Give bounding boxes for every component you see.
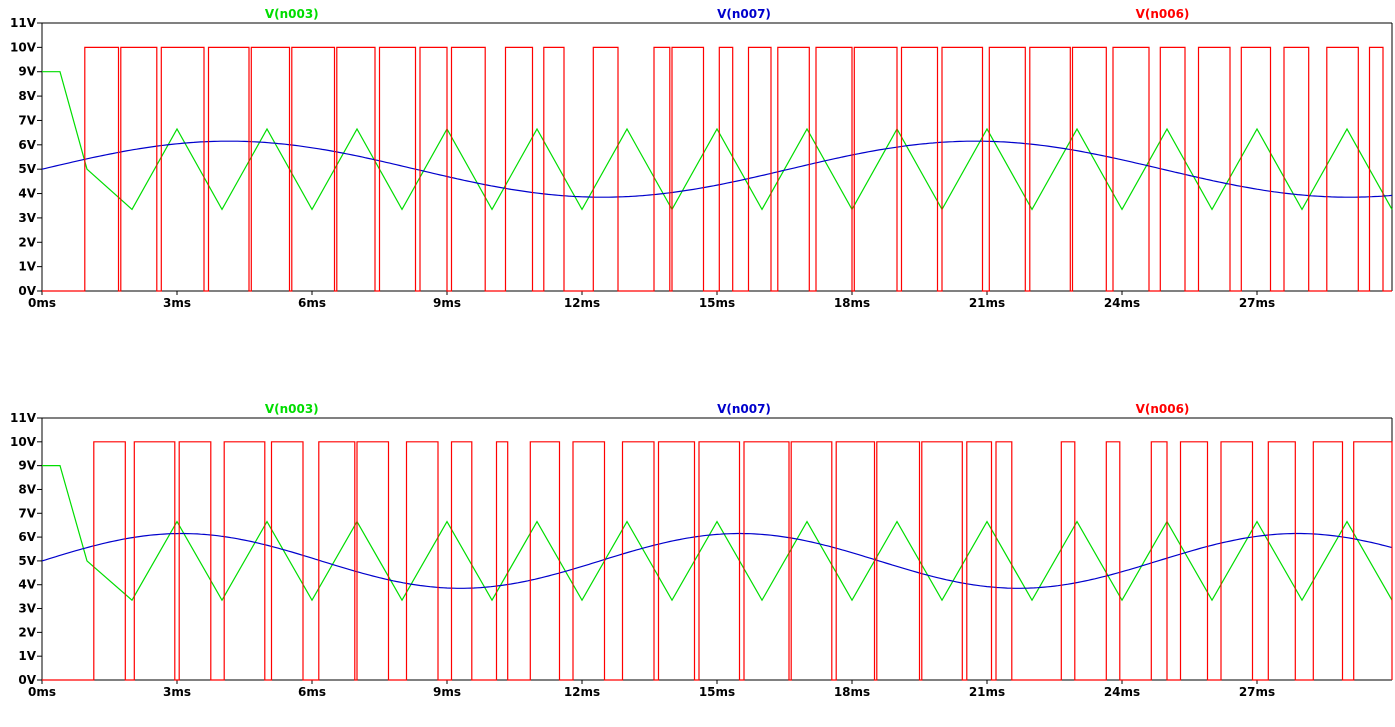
x-tick-label: 9ms <box>433 685 461 699</box>
y-tick-label: 2V <box>18 235 36 249</box>
x-tick-label: 15ms <box>699 296 735 310</box>
x-tick-label: 27ms <box>1239 296 1275 310</box>
series-v-n003-line <box>42 71 1393 211</box>
chart-panel-1: 0V 1V 2V 3V 4V 5V 6V 7V 8V 9V 10V 11V 0ms 3ms 6ms 9ms 12… <box>10 7 1393 310</box>
x-tick-label: 0ms <box>28 685 56 699</box>
y-tick-label: 8V <box>18 89 36 103</box>
x-tick-label: 3ms <box>163 685 191 699</box>
y-tick-label: 0V <box>18 284 36 298</box>
x-tick-label: 3ms <box>163 296 191 310</box>
y-tick-label: 7V <box>18 113 36 127</box>
x-tick-label: 24ms <box>1104 296 1140 310</box>
x-tick-label: 6ms <box>298 296 326 310</box>
x-tick-label: 18ms <box>834 685 870 699</box>
y-tick-label: 11V <box>10 411 37 425</box>
y-tick-label: 3V <box>18 602 36 616</box>
series-v-n007-line <box>41 140 1393 198</box>
y-tick-label: 3V <box>18 211 36 225</box>
y-tick-label: 4V <box>18 187 36 201</box>
x-tick-label: 6ms <box>298 685 326 699</box>
x-tick-label: 12ms <box>564 296 600 310</box>
y-tick-label: 4V <box>18 578 36 592</box>
x-tick-label: 12ms <box>564 685 600 699</box>
legend-entry: V(n003) <box>265 7 319 21</box>
y-tick-label: 1V <box>18 649 36 663</box>
x-tick-label: 27ms <box>1239 685 1275 699</box>
legend-entry: V(n003) <box>265 402 319 416</box>
series-v-n006-line <box>42 46 1392 292</box>
series-v-n003-line <box>42 465 1393 602</box>
y-tick-label: 5V <box>18 162 36 176</box>
legend-entry: V(n007) <box>717 7 771 21</box>
y-tick-label: 11V <box>10 16 37 30</box>
legend-entry: V(n007) <box>717 402 771 416</box>
chart-panel-2: 0V 1V 2V 3V 4V 5V 6V 7V 8V 9V 10V 11V 0ms 3ms 6ms 9ms 12… <box>10 402 1393 699</box>
series-v-n006-line <box>42 441 1393 681</box>
y-tick-label: 6V <box>18 138 36 152</box>
y-tick-label: 9V <box>18 459 36 473</box>
y-tick-label: 8V <box>18 482 36 496</box>
x-tick-label: 0ms <box>28 296 56 310</box>
y-tick-label: 7V <box>18 506 36 520</box>
legend-entry: V(n006) <box>1136 402 1190 416</box>
x-tick-label: 9ms <box>433 296 461 310</box>
x-tick-label: 21ms <box>969 685 1005 699</box>
y-tick-label: 5V <box>18 554 36 568</box>
y-tick-label: 2V <box>18 625 36 639</box>
x-tick-label: 24ms <box>1104 685 1140 699</box>
y-tick-label: 1V <box>18 260 36 274</box>
y-tick-label: 9V <box>18 65 36 79</box>
y-tick-label: 6V <box>18 530 36 544</box>
x-tick-label: 15ms <box>699 685 735 699</box>
y-tick-label: 10V <box>10 435 37 449</box>
y-tick-label: 0V <box>18 673 36 687</box>
y-tick-label: 10V <box>10 40 37 54</box>
x-tick-label: 18ms <box>834 296 870 310</box>
x-tick-label: 21ms <box>969 296 1005 310</box>
legend-entry: V(n006) <box>1136 7 1190 21</box>
